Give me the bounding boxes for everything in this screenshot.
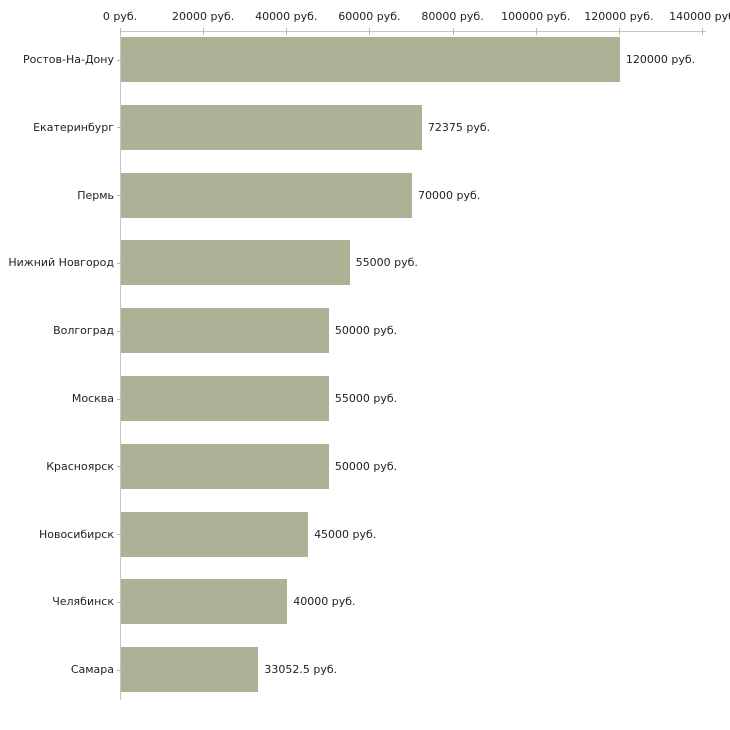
- category-label: Пермь: [77, 188, 114, 202]
- category-label: Екатеринбург: [33, 120, 114, 134]
- x-axis-tick-label: 20000 руб.: [172, 10, 235, 23]
- y-axis-tick: [117, 262, 124, 264]
- value-label: 33052.5 руб.: [264, 663, 338, 677]
- value-label: 45000 руб.: [314, 527, 377, 541]
- category-label: Москва: [71, 392, 114, 405]
- y-axis-tick: [117, 330, 124, 332]
- y-axis-line: [120, 31, 121, 700]
- bar: [121, 104, 422, 150]
- y-axis-tick: [117, 669, 124, 671]
- y-axis-tick: [117, 398, 124, 400]
- x-axis-tick-label: 0 руб.: [102, 10, 138, 23]
- x-axis-tick: [286, 28, 288, 35]
- x-axis-line: [120, 31, 706, 32]
- value-label: 70000 руб.: [418, 188, 481, 202]
- bar: [121, 172, 412, 218]
- y-axis-tick: [117, 59, 124, 61]
- category-label: Красноярск: [46, 459, 114, 473]
- y-axis-tick: [117, 466, 124, 468]
- bar: [121, 37, 620, 82]
- x-axis-tick-label: 60000 руб.: [338, 10, 401, 23]
- bar: [121, 511, 309, 557]
- category-label: Ростов-На-Дону: [22, 53, 114, 66]
- x-axis-tick: [120, 28, 121, 35]
- category-label: Волгоград: [53, 324, 114, 338]
- x-axis-tick: [618, 28, 620, 35]
- x-axis-tick-label: 140000 руб: [669, 10, 730, 23]
- category-label: Нижний Новгород: [8, 256, 114, 270]
- bar: [121, 308, 329, 354]
- value-label: 50000 руб.: [334, 324, 398, 338]
- category-label: Самара: [70, 663, 114, 677]
- bar: [121, 579, 288, 625]
- y-axis-tick: [117, 127, 124, 129]
- value-label: 50000 руб.: [334, 459, 398, 473]
- x-axis-tick-label: 100000 руб.: [501, 10, 571, 23]
- bar: [121, 443, 329, 489]
- x-axis-tick: [702, 28, 703, 35]
- x-axis-tick: [452, 28, 454, 35]
- x-axis-tick: [535, 28, 537, 35]
- x-axis-tick-label: 40000 руб.: [255, 10, 318, 23]
- x-axis-tick-label: 80000 руб.: [421, 10, 484, 23]
- y-axis-tick: [117, 195, 124, 197]
- category-label: Новосибирск: [38, 527, 114, 541]
- value-label: 72375 руб.: [427, 120, 491, 134]
- bar: [121, 647, 259, 693]
- bar: [121, 376, 329, 421]
- value-label: 55000 руб.: [355, 256, 418, 270]
- y-axis-tick: [117, 601, 124, 603]
- x-axis-tick: [369, 28, 371, 35]
- category-label: Челябинск: [52, 595, 114, 609]
- value-label: 55000 руб.: [334, 392, 398, 405]
- x-axis-tick: [203, 28, 205, 35]
- y-axis-tick: [117, 534, 124, 536]
- value-label: 40000 руб.: [293, 595, 356, 609]
- x-axis-tick-label: 120000 руб.: [584, 10, 654, 23]
- bar: [121, 240, 350, 286]
- value-label: 120000 руб.: [625, 53, 696, 66]
